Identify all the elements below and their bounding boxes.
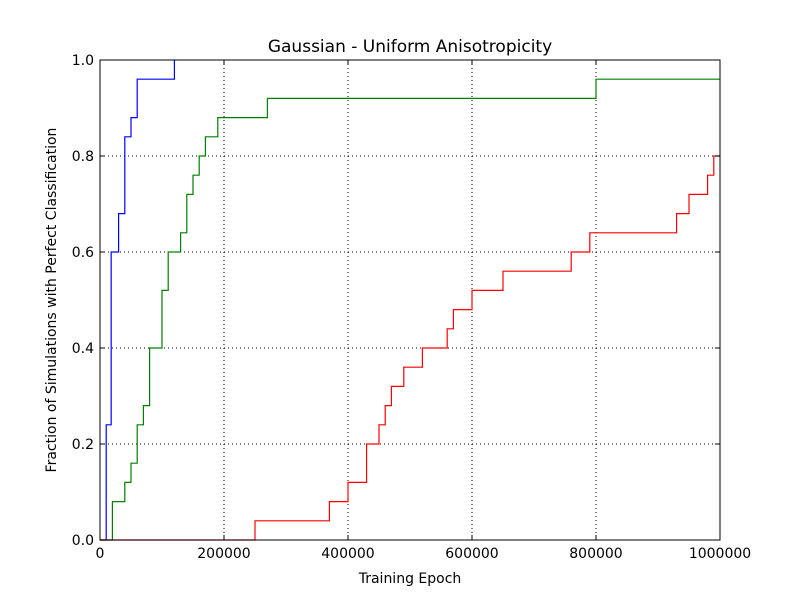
y-tick-label: 0.8	[72, 149, 94, 165]
series-line-2	[100, 78, 720, 541]
y-tick-label: 0.0	[72, 533, 94, 549]
series-group	[100, 60, 720, 541]
y-tick-label: 0.2	[72, 437, 94, 453]
x-axis-label: Training Epoch	[358, 571, 462, 587]
y-axis-label: Fraction of Simulations with Perfect Cla…	[44, 128, 60, 473]
x-tick-label: 200000	[197, 546, 250, 562]
x-tick-label: 400000	[321, 546, 374, 562]
y-tick-label: 1.0	[72, 53, 94, 69]
x-tick-label: 0	[96, 546, 105, 562]
y-tick-label: 0.6	[72, 245, 94, 261]
y-tick-label: 0.4	[72, 341, 94, 357]
series-line-1	[100, 60, 175, 541]
ticks: 0 200000 400000 600000 800000 1000000 0.0 0.2 0.…	[72, 53, 751, 562]
x-tick-label: 800000	[569, 546, 622, 562]
x-tick-label: 1000000	[689, 546, 751, 562]
x-tick-label: 600000	[445, 546, 498, 562]
plot-frame	[99, 59, 721, 541]
series-line-3	[100, 155, 720, 541]
chart-title: Gaussian - Uniform Anisotropicity	[268, 37, 552, 57]
